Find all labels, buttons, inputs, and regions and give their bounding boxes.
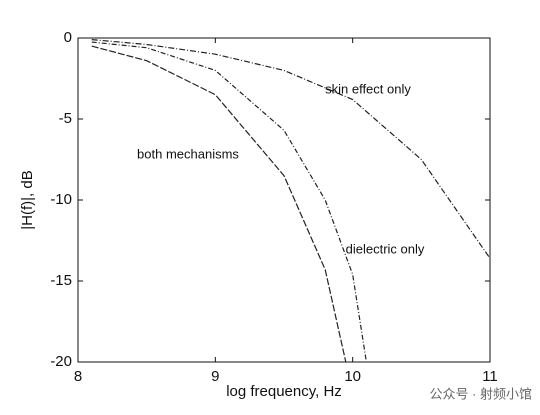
- x-tick-label: 8: [74, 368, 82, 385]
- series-label: dielectric only: [346, 241, 425, 256]
- y-tick-label: -20: [50, 353, 72, 370]
- series-label: skin effect only: [325, 81, 411, 96]
- x-axis-label: log frequency, Hz: [226, 383, 342, 400]
- x-tick-label: 11: [482, 368, 498, 385]
- series-label: both mechanisms: [137, 146, 239, 161]
- y-tick-label: -15: [50, 272, 72, 289]
- x-tick-label: 9: [211, 368, 219, 385]
- plot-frame: [77, 37, 491, 363]
- series-line: [91, 45, 347, 363]
- y-tick-label: -10: [50, 191, 72, 208]
- y-tick-label: -5: [59, 110, 72, 127]
- y-axis-label: |H(f)|, dB: [19, 170, 36, 229]
- y-tick-label: 0: [64, 29, 72, 46]
- x-tick-label: 10: [344, 368, 361, 385]
- watermark: 公众号 · 射频小馆: [429, 386, 532, 401]
- series-line: [91, 39, 491, 259]
